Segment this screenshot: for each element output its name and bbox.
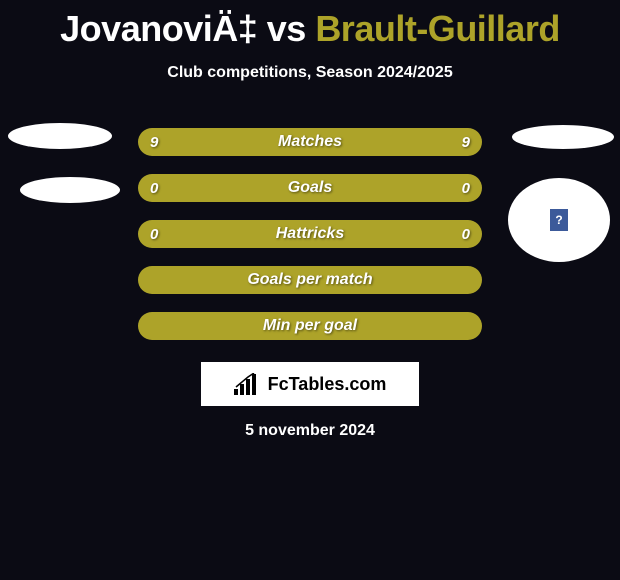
logo-text: FcTables.com: [268, 374, 387, 395]
chart-icon: [234, 373, 262, 395]
stat-row-matches: 9 Matches 9: [138, 128, 482, 156]
stat-left-value: 9: [150, 134, 158, 151]
player1-name: JovanoviÄ‡: [60, 8, 257, 49]
stat-left-value: 0: [150, 180, 158, 197]
stat-label: Matches: [278, 133, 342, 151]
player2-name: Brault-Guillard: [315, 8, 560, 49]
stat-label: Goals per match: [247, 271, 372, 289]
stat-label: Hattricks: [276, 225, 344, 243]
stat-row-goals: 0 Goals 0: [138, 174, 482, 202]
stat-row-goals-per-match: Goals per match: [138, 266, 482, 294]
stat-right-value: 0: [462, 180, 470, 197]
stat-row-min-per-goal: Min per goal: [138, 312, 482, 340]
shield-text: ?: [555, 213, 562, 227]
stat-right-value: 9: [462, 134, 470, 151]
stat-right-value: 0: [462, 226, 470, 243]
date: 5 november 2024: [0, 422, 620, 440]
club-badge-right-2: ?: [508, 178, 610, 262]
subtitle: Club competitions, Season 2024/2025: [0, 64, 620, 82]
shield-icon: ?: [550, 209, 568, 231]
logo-box: FcTables.com: [201, 362, 419, 406]
club-badge-left-2: [20, 177, 120, 203]
club-badge-left-1: [8, 123, 112, 149]
club-badge-right-1: [512, 125, 614, 149]
vs-text: vs: [267, 8, 306, 49]
stat-label: Min per goal: [263, 317, 357, 335]
stat-label: Goals: [288, 179, 332, 197]
comparison-title: JovanoviÄ‡ vs Brault-Guillard: [0, 0, 620, 50]
stat-row-hattricks: 0 Hattricks 0: [138, 220, 482, 248]
stat-left-value: 0: [150, 226, 158, 243]
